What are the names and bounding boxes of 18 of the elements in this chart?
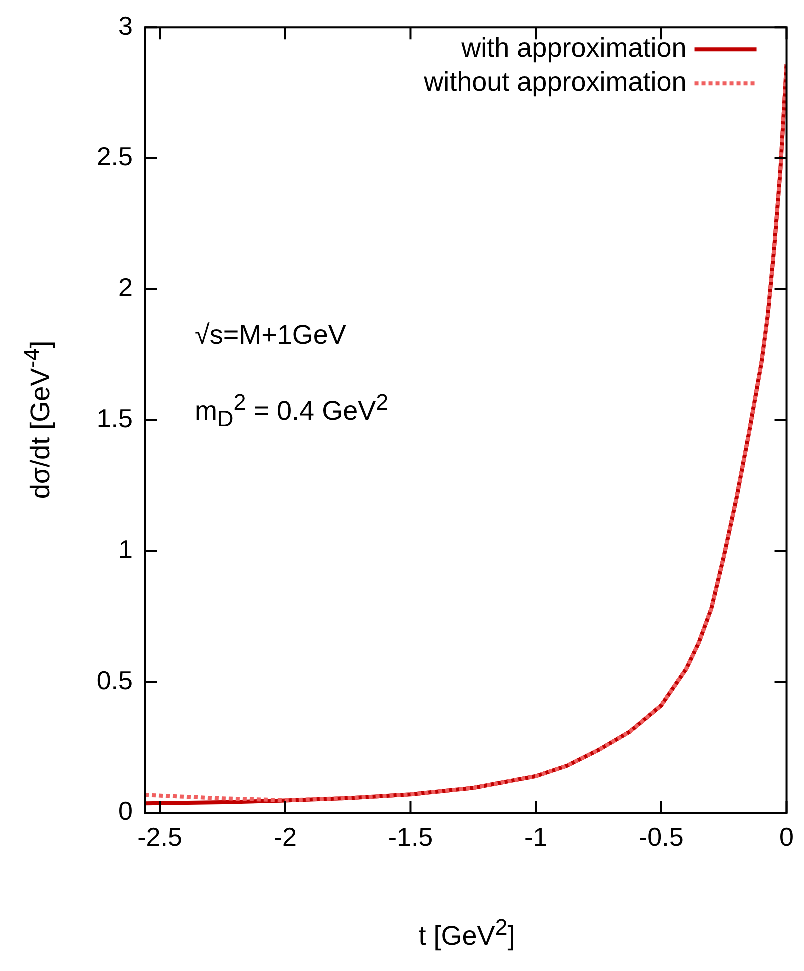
x-tick-label: 0 <box>780 822 794 852</box>
x-tick-label: -2.5 <box>138 822 182 852</box>
y-tick-label: 2.5 <box>96 142 133 172</box>
y-tick-label: 3 <box>118 10 133 41</box>
annotation: √s=M+1GeV <box>195 320 346 351</box>
annotation: m$_{D}$$^{2}$ = 0.4 GeV$^{2}$ <box>195 390 389 432</box>
legend-label: with approximation <box>460 33 687 64</box>
y-tick-label: 0 <box>118 796 133 826</box>
legend-label: without approximation <box>423 67 687 98</box>
y-tick-label: 2 <box>118 272 133 303</box>
y-tick-label: 1 <box>118 534 133 564</box>
y-tick-label: 1.5 <box>96 403 133 434</box>
x-tick-label: -0.5 <box>639 822 684 852</box>
x-axis-title: t [GeV$^{2}$] <box>418 915 516 952</box>
x-tick-label: -1 <box>524 822 548 852</box>
y-tick-label: 0.5 <box>96 665 133 696</box>
x-tick-label: -2 <box>274 822 297 852</box>
x-tick-label: -1.5 <box>388 822 434 852</box>
